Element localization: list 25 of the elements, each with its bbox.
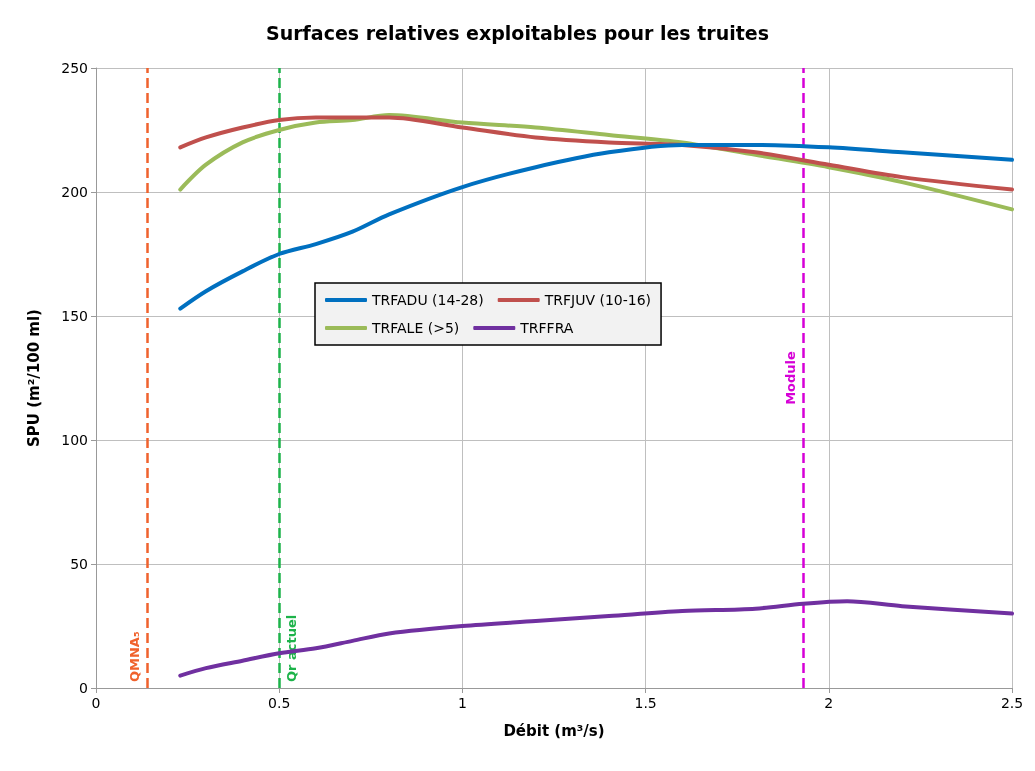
x-tick-label: 0.5 (268, 695, 291, 711)
y-tick-label: 200 (61, 184, 88, 200)
y-tick-label: 100 (61, 432, 88, 448)
line-series (178, 115, 1014, 192)
legend-label: TRFALE (>5) (371, 320, 460, 336)
chart-title: Surfaces relatives exploitables pour les truites (265, 21, 770, 44)
y-tick-label: 250 (61, 60, 88, 76)
legend-label: TRFJUV (10-16) (543, 292, 652, 308)
ref-line-label: QMNA₅ (127, 631, 143, 682)
x-tick-label: 0 (91, 695, 101, 711)
legend-label: TRFADU (14-28) (371, 292, 484, 308)
y-tick-label: 50 (70, 556, 88, 572)
line-series (178, 142, 1014, 311)
x-tick-label: 1.5 (634, 695, 657, 711)
x-tick-label: 2 (824, 695, 834, 711)
ref-line-label: Qr actuel (284, 614, 300, 682)
y-tick-label: 0 (79, 680, 88, 696)
ref-line-label: Module (783, 350, 799, 405)
legend-label: TRFFRA (519, 320, 574, 336)
line-series (178, 113, 1014, 212)
x-axis-title: Débit (m³/s) (503, 721, 605, 740)
y-tick-label: 150 (61, 308, 88, 324)
x-tick-label: 1 (457, 695, 467, 711)
y-axis-title: SPU (m²/100 ml) (24, 309, 43, 447)
x-tick-label: 2.5 (1000, 695, 1024, 711)
